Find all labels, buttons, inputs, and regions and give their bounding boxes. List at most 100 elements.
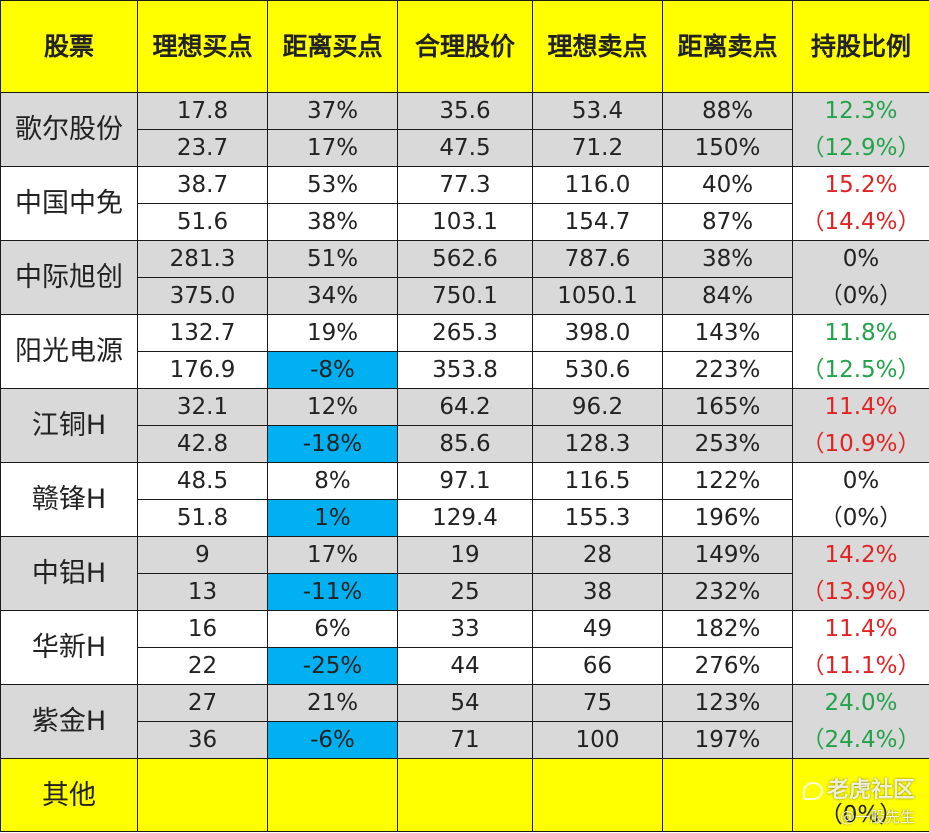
ideal-buy-cell: 281.3 (137, 240, 268, 278)
ideal-buy-cell: 27 (137, 684, 268, 722)
ideal-buy-cell: 9 (137, 536, 268, 574)
table-row: 36 -6% 71 100 197% (1, 721, 929, 759)
ideal-sell-cell: 787.6 (532, 240, 663, 278)
stock-name: 中际旭创 (0, 240, 138, 315)
table-row: 阳光电源 132.7 19% 265.3 398.0 143% 11.8% （12.5%） (0, 314, 929, 389)
distance-sell-cell: 38% (662, 240, 793, 278)
distance-sell-cell: 150% (662, 129, 793, 167)
table-row: 51.8 1% 129.4 155.3 196% (1, 499, 929, 537)
holding-ratio-cell: 11.8% （12.5%） (792, 314, 929, 389)
fair-price-cell: 103.1 (397, 203, 533, 241)
distance-buy-cell: 21% (267, 684, 398, 722)
stock-name: 赣锋H (0, 462, 138, 537)
holding-ratio-cell: 11.4% （11.1%） (792, 610, 929, 685)
ideal-buy-cell: 23.7 (137, 129, 268, 167)
fair-price-cell: 265.3 (397, 314, 533, 352)
header-stock: 股票 (0, 0, 138, 93)
ideal-sell-cell: 530.6 (532, 351, 663, 389)
ideal-sell-cell: 75 (532, 684, 663, 722)
holding-ratio-current: 14.2% (824, 541, 898, 568)
holding-ratio-cell: 24.0% （24.4%） (792, 684, 929, 759)
distance-buy-cell: -25% (267, 647, 398, 685)
holding-ratio-current: 11.4% (824, 393, 898, 420)
ideal-sell-cell: 66 (532, 647, 663, 685)
distance-buy-cell: 8% (267, 462, 398, 500)
table-row: 23.7 17% 47.5 71.2 150% (1, 129, 929, 167)
fair-price-cell: 77.3 (397, 166, 533, 204)
ideal-sell-cell: 154.7 (532, 203, 663, 241)
table-row: 中国中免 38.7 53% 77.3 116.0 40% 15.2% （14.4%） (0, 166, 929, 241)
distance-sell-cell: 149% (662, 536, 793, 574)
holding-ratio-cell: 0% （0%） (792, 240, 929, 315)
header-fair-price: 合理股价 (397, 0, 533, 93)
fair-price-cell: 44 (397, 647, 533, 685)
ideal-sell-cell: 49 (532, 610, 663, 648)
ideal-buy-cell: 48.5 (137, 462, 268, 500)
holding-ratio-previous: （0%） (819, 801, 903, 828)
distance-sell-cell: 232% (662, 573, 793, 611)
distance-sell-cell: 40% (662, 166, 793, 204)
ideal-buy-cell: 375.0 (137, 277, 268, 315)
stock-name: 其他 (0, 758, 138, 832)
distance-buy-cell: 12% (267, 388, 398, 426)
table-row: 歌尔股份 17.8 37% 35.6 53.4 88% 12.3% （12.9%） (0, 92, 929, 167)
table-row: 22 -25% 44 66 276% (1, 647, 929, 685)
stock-name: 中国中免 (0, 166, 138, 241)
stock-name: 阳光电源 (0, 314, 138, 389)
ideal-buy-cell: 132.7 (137, 314, 268, 352)
fair-price-cell: 33 (397, 610, 533, 648)
fair-price-cell: 47.5 (397, 129, 533, 167)
empty-cell (137, 758, 268, 832)
stock-name: 江铜H (0, 388, 138, 463)
header-ideal-sell: 理想卖点 (532, 0, 663, 93)
distance-sell-cell: 143% (662, 314, 793, 352)
table-row: 华新H 16 6% 33 49 182% 11.4% （11.1%） (0, 610, 929, 685)
holding-ratio-cell: （0%） (792, 758, 929, 832)
ideal-sell-cell: 1050.1 (532, 277, 663, 315)
header-row: 股票 理想买点 距离买点 合理股价 理想卖点 距离卖点 持股比例 (0, 0, 929, 93)
holding-ratio-current: 12.3% (824, 97, 898, 124)
ideal-sell-cell: 398.0 (532, 314, 663, 352)
table-row: 42.8 -18% 85.6 128.3 253% (1, 425, 929, 463)
ideal-sell-cell: 71.2 (532, 129, 663, 167)
distance-sell-cell: 123% (662, 684, 793, 722)
table-row: 中际旭创 281.3 51% 562.6 787.6 38% 0% （0%） (0, 240, 929, 315)
holding-ratio-cell: 0% （0%） (792, 462, 929, 537)
fair-price-cell: 25 (397, 573, 533, 611)
holding-ratio-current: 0% (842, 467, 880, 494)
distance-sell-cell: 84% (662, 277, 793, 315)
table-row: 江铜H 32.1 12% 64.2 96.2 165% 11.4% （10.9%） (0, 388, 929, 463)
ideal-buy-cell: 17.8 (137, 92, 268, 130)
watermark-line2: @一股先生 (839, 808, 915, 826)
header-distance-sell: 距离卖点 (662, 0, 793, 93)
distance-buy-cell: -11% (267, 573, 398, 611)
empty-cell (662, 758, 793, 832)
ideal-buy-cell: 32.1 (137, 388, 268, 426)
fair-price-cell: 85.6 (397, 425, 533, 463)
watermark-line1: 老虎社区 (826, 778, 915, 803)
table-row: 51.6 38% 103.1 154.7 87% (1, 203, 929, 241)
distance-sell-cell: 197% (662, 721, 793, 759)
fair-price-cell: 64.2 (397, 388, 533, 426)
header-distance-buy: 距离买点 (267, 0, 398, 93)
table-row: 紫金H 27 21% 54 75 123% 24.0% （24.4%） (0, 684, 929, 759)
distance-buy-cell: -18% (267, 425, 398, 463)
ideal-sell-cell: 38 (532, 573, 663, 611)
table-row: 赣锋H 48.5 8% 97.1 116.5 122% 0% （0%） (0, 462, 929, 537)
holding-ratio-cell: 11.4% （10.9%） (792, 388, 929, 463)
stock-name: 华新H (0, 610, 138, 685)
distance-buy-cell: 1% (267, 499, 398, 537)
ideal-sell-cell: 155.3 (532, 499, 663, 537)
ideal-sell-cell: 53.4 (532, 92, 663, 130)
holding-ratio-previous: （12.9%） (801, 134, 921, 161)
distance-sell-cell: 88% (662, 92, 793, 130)
holding-ratio-previous: （12.5%） (801, 356, 921, 383)
fair-price-cell: 54 (397, 684, 533, 722)
ideal-sell-cell: 128.3 (532, 425, 663, 463)
ideal-buy-cell: 16 (137, 610, 268, 648)
stock-name: 紫金H (0, 684, 138, 759)
ideal-buy-cell: 51.6 (137, 203, 268, 241)
empty-cell (532, 758, 663, 832)
ideal-buy-cell: 38.7 (137, 166, 268, 204)
